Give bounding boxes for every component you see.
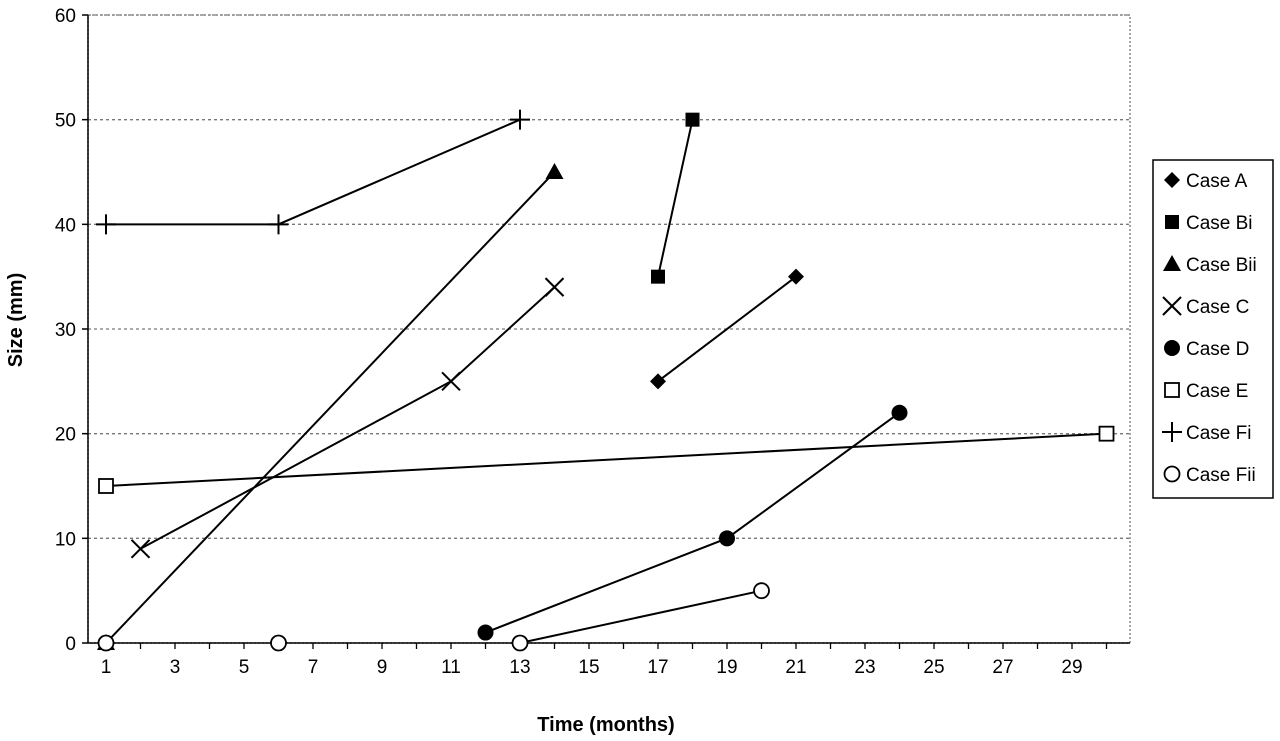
legend-item-case-a: Case A xyxy=(1164,171,1248,192)
x-tick-label-21: 21 xyxy=(785,657,806,678)
point-case-fii-0 xyxy=(97,634,115,652)
series-line-case-d xyxy=(485,411,901,634)
legend: Case A Case Bi Case Bii Case C Case D Case E C… xyxy=(1152,159,1274,499)
legend-label-case-c: Case C xyxy=(1186,297,1249,318)
legend-item-case-d: Case D xyxy=(1164,339,1249,360)
series-case-d xyxy=(477,404,908,641)
y-tick-label-50: 50 xyxy=(55,111,76,132)
x-tick-label-1: 1 xyxy=(101,657,112,678)
legend-marker-case-c xyxy=(1162,296,1182,316)
y-tick-label-20: 20 xyxy=(55,425,76,446)
point-case-fi-2 xyxy=(510,109,530,130)
legend-item-case-e: Case E xyxy=(1164,381,1248,402)
legend-item-case-fii: Case Fii xyxy=(1163,465,1256,486)
y-tick-label-0: 0 xyxy=(65,634,76,655)
x-tick-label-11: 11 xyxy=(441,657,461,678)
point-case-bi-1 xyxy=(685,112,700,127)
series-line-case-bii xyxy=(105,171,556,644)
point-case-bi-0 xyxy=(651,269,665,284)
point-case-c-2 xyxy=(544,277,565,297)
legend-item-case-bii: Case Bii xyxy=(1163,255,1257,276)
series-case-bi xyxy=(651,112,700,284)
x-tick-label-5: 5 xyxy=(239,657,250,678)
x-tick-label-19: 19 xyxy=(716,657,737,678)
point-case-c-1-stroke-b xyxy=(441,371,461,392)
point-case-c-1 xyxy=(441,371,461,392)
legend-label-case-fi: Case Fi xyxy=(1186,423,1251,444)
legend-item-case-fi: Case Fi xyxy=(1162,422,1251,444)
point-case-fii-1 xyxy=(270,634,287,652)
series-case-bii xyxy=(97,163,564,650)
legend-marker-case-d xyxy=(1164,340,1180,356)
legend-label-case-bii: Case Bii xyxy=(1186,255,1257,276)
x-tick-label-25: 25 xyxy=(923,657,944,678)
x-tick-label-15: 15 xyxy=(578,657,599,678)
series-line-case-fi xyxy=(106,118,521,226)
legend-item-case-c: Case C xyxy=(1162,296,1249,318)
series-line-case-bi xyxy=(657,119,694,277)
series xyxy=(96,109,1115,652)
y-tick-label-40: 40 xyxy=(55,215,76,236)
legend-label-case-d: Case D xyxy=(1186,339,1249,360)
legend-marker-case-fii xyxy=(1163,465,1181,483)
point-case-c-0-stroke-b xyxy=(130,539,151,559)
legend-marker-case-c-stroke-b xyxy=(1162,296,1182,316)
point-case-fii-3 xyxy=(753,582,770,600)
legend-label-case-bi: Case Bi xyxy=(1186,213,1253,234)
legend-marker-case-a xyxy=(1164,172,1180,188)
point-case-c-0 xyxy=(130,539,151,559)
x-tick-label-27: 27 xyxy=(992,657,1013,678)
x-tick-label-13: 13 xyxy=(509,657,530,678)
legend-marker-case-e xyxy=(1164,382,1180,398)
legend-label-case-a: Case A xyxy=(1186,171,1248,192)
y-tick-label-30: 30 xyxy=(55,320,76,341)
series-case-fi xyxy=(96,109,530,235)
legend-marker-case-bi xyxy=(1165,215,1179,229)
x-tick-label-23: 23 xyxy=(854,657,875,678)
point-case-fi-0 xyxy=(96,214,116,235)
x-axis-title: Time (months) xyxy=(537,714,674,736)
legend-label-case-fii: Case Fii xyxy=(1186,465,1256,486)
point-case-bii-1 xyxy=(545,163,564,179)
series-line-case-fii-0 xyxy=(519,589,762,644)
series-case-c xyxy=(130,277,565,559)
point-case-d-0 xyxy=(477,624,494,641)
point-case-e-0 xyxy=(98,478,114,494)
series-case-fii xyxy=(97,582,770,652)
legend-item-case-bi: Case Bi xyxy=(1165,213,1253,234)
point-case-e-1 xyxy=(1098,425,1115,442)
x-tick-label-3: 3 xyxy=(170,657,181,678)
point-case-c-2-stroke-b xyxy=(544,277,565,297)
legend-marker-case-bii xyxy=(1163,255,1181,271)
legend-label-case-e: Case E xyxy=(1186,381,1248,402)
y-axis-title: Size (mm) xyxy=(5,273,27,367)
y-tick-label-60: 60 xyxy=(55,6,76,27)
legend-marker-case-fi xyxy=(1162,422,1182,442)
series-line-case-e xyxy=(105,432,1107,487)
point-case-d-2 xyxy=(891,404,908,421)
series-line-case-a xyxy=(657,275,797,383)
x-tick-label-9: 9 xyxy=(377,657,388,678)
point-case-a-0 xyxy=(650,373,666,390)
x-tick-label-17: 17 xyxy=(647,657,668,678)
series-line-case-c xyxy=(140,286,556,550)
point-case-a-1 xyxy=(788,268,804,285)
x-tick-label-29: 29 xyxy=(1061,657,1082,678)
x-tick-label-7: 7 xyxy=(308,657,319,678)
series-case-e xyxy=(98,425,1115,494)
y-tick-label-10: 10 xyxy=(55,529,76,550)
series-case-a xyxy=(650,268,804,390)
point-case-fi-1 xyxy=(268,214,289,235)
legend-frame xyxy=(1152,159,1274,499)
point-case-d-1 xyxy=(719,530,735,547)
point-case-fii-2 xyxy=(511,634,529,652)
